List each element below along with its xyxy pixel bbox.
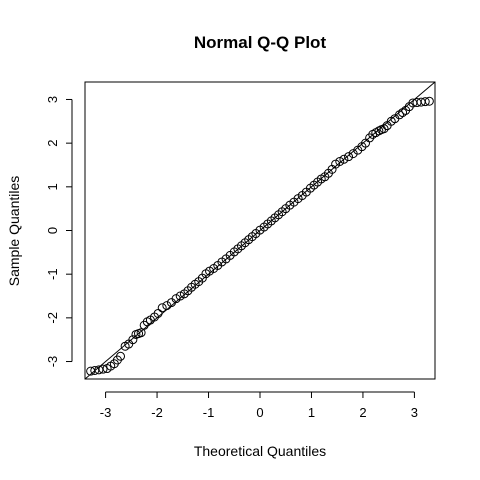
y-tick-label: -1 bbox=[45, 268, 60, 280]
data-point bbox=[344, 152, 354, 162]
y-axis: -3 -2 -1 0 1 2 3 bbox=[45, 96, 73, 368]
y-tick-label: 1 bbox=[45, 183, 60, 190]
data-point bbox=[379, 124, 389, 134]
x-tick-label: -3 bbox=[100, 405, 112, 420]
y-tick-label: 0 bbox=[45, 227, 60, 234]
x-tick-label: -2 bbox=[151, 405, 163, 420]
data-point bbox=[98, 364, 108, 374]
reference-line bbox=[85, 82, 435, 379]
x-axis: -3 -2 -1 0 1 2 3 bbox=[100, 391, 418, 420]
data-point bbox=[339, 154, 349, 164]
x-tick-label: 3 bbox=[411, 405, 418, 420]
plot-area-frame bbox=[84, 81, 436, 380]
data-point bbox=[157, 303, 167, 313]
data-point bbox=[136, 328, 146, 338]
data-point bbox=[420, 97, 430, 107]
x-tick-label: -1 bbox=[203, 405, 215, 420]
x-tick-label: 1 bbox=[308, 405, 315, 420]
y-axis-label: Sample Quantiles bbox=[6, 176, 22, 287]
chart-title: Normal Q-Q Plot bbox=[194, 33, 327, 52]
x-tick-label: 2 bbox=[359, 405, 366, 420]
y-tick-label: -2 bbox=[45, 312, 60, 324]
y-tick-label: 2 bbox=[45, 140, 60, 147]
data-point bbox=[162, 301, 172, 311]
x-axis-label: Theoretical Quantiles bbox=[194, 443, 326, 459]
data-points bbox=[86, 96, 434, 376]
data-point bbox=[116, 351, 126, 361]
data-point bbox=[128, 335, 138, 345]
data-point bbox=[398, 108, 408, 118]
reference-line-group bbox=[85, 82, 435, 379]
data-point bbox=[424, 96, 434, 106]
y-tick-label: -3 bbox=[45, 356, 60, 368]
y-tick-label: 3 bbox=[45, 96, 60, 103]
data-point bbox=[335, 156, 345, 166]
x-tick-label: 0 bbox=[256, 405, 263, 420]
data-point bbox=[394, 110, 404, 120]
data-point bbox=[175, 291, 185, 301]
